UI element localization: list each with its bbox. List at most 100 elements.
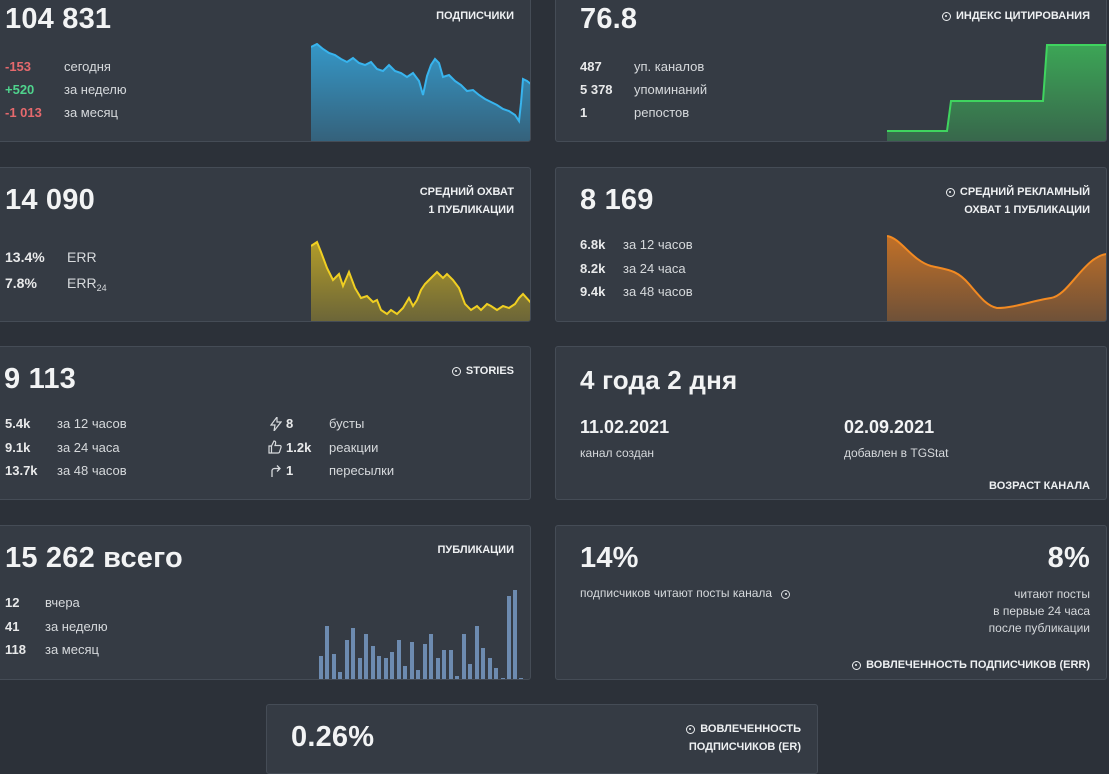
ad-reach-value: 8 169 [580, 184, 654, 216]
engagement-err-card[interactable]: 14% подписчиков читают посты канала 8% ч… [555, 525, 1107, 680]
created-date: 11.02.2021 [580, 417, 670, 437]
question-icon[interactable] [852, 661, 862, 670]
publications-total: 15 262 всего [5, 542, 183, 574]
ad-reach-title[interactable]: средний рекламный охват 1 публикации [945, 183, 1090, 219]
ad-reach-48h-label: за 48 часов [623, 284, 693, 299]
engagement-24h-percent: 8% [1047, 542, 1090, 574]
publications-bar-chart [319, 590, 523, 679]
publications-card[interactable]: 15 262 всего публикации 12 вчера 41 за н… [0, 525, 531, 680]
question-icon[interactable] [451, 367, 461, 376]
stories-24h-label: за 24 часа [57, 440, 120, 455]
publications-month-value: 118 [5, 642, 26, 657]
err-label: ERR [67, 249, 97, 265]
subscribers-sparkline [311, 43, 530, 141]
engagement-err-title-text: вовлеченность подписчиков (ERR) [866, 659, 1090, 671]
stories-boosts-label: бусты [329, 416, 365, 431]
stories-title-text: stories [465, 365, 514, 377]
citation-channels-label: уп. каналов [634, 59, 705, 74]
avg-reach-card[interactable]: 14 090 средний охват 1 публикации 13.4% … [0, 167, 531, 322]
question-icon[interactable] [781, 590, 791, 599]
stories-forwards-label: пересылки [329, 463, 395, 478]
lightning-icon [270, 417, 282, 431]
engagement-read-label-text: подписчиков читают посты канала [580, 586, 773, 600]
ad-reach-12h-value: 6.8k [580, 237, 606, 252]
publications-week-label: за неделю [45, 619, 108, 634]
publications-yesterday-value: 12 [5, 595, 20, 610]
stories-48h-value: 13.7k [5, 463, 38, 478]
stories-reactions-value: 1.2k [286, 440, 312, 455]
subscribers-title: подписчики [436, 10, 514, 22]
citation-sparkline [887, 44, 1106, 141]
err24-subscript: 24 [96, 283, 107, 293]
ad-reach-title-line2: охват 1 публикации [964, 204, 1090, 216]
stories-reactions-label: реакции [329, 440, 379, 455]
subscribers-month-label: за месяц [64, 105, 118, 120]
subscribers-card[interactable]: 104 831 подписчики -153 сегодня +520 за … [0, 0, 531, 142]
avg-reach-value: 14 090 [5, 184, 95, 216]
avg-reach-title: средний охват 1 публикации [420, 183, 514, 219]
citation-reposts-value: 1 [580, 105, 588, 120]
stories-card[interactable]: 9 113 stories 5.4k за 12 часов 9.1k за 2… [0, 346, 531, 500]
subscribers-count: 104 831 [5, 3, 112, 35]
stories-forwards-value: 1 [286, 463, 294, 478]
thumbs-up-icon [268, 440, 282, 454]
engagement-er-card[interactable]: 0.26% вовлеченность подписчиков (ER) [266, 704, 818, 774]
err-value: 13.4% [5, 249, 45, 265]
engagement-24h-label: читают посты в первые 24 часа после публ… [989, 586, 1090, 637]
ad-reach-12h-label: за 12 часов [623, 237, 693, 252]
citation-title-text: индекс цитирования [955, 10, 1090, 22]
avg-reach-title-line2: 1 публикации [428, 204, 514, 216]
citation-mentions-label: упоминаний [634, 82, 708, 97]
subscribers-week-label: за неделю [64, 82, 127, 97]
stories-12h-label: за 12 часов [57, 416, 127, 431]
publications-yesterday-label: вчера [45, 595, 80, 610]
added-date: 02.09.2021 [844, 417, 935, 437]
engagement-24h-line1: читают посты [1014, 587, 1090, 601]
engagement-24h-line3: после публикации [988, 621, 1090, 635]
ad-reach-24h-value: 8.2k [580, 261, 606, 276]
publications-week-value: 41 [5, 619, 20, 634]
err24-label-text: ERR [67, 275, 97, 291]
citation-title[interactable]: индекс цитирования [941, 7, 1090, 25]
question-icon[interactable] [945, 188, 955, 197]
engagement-er-title[interactable]: вовлеченность подписчиков (ER) [686, 720, 801, 756]
publications-month-label: за месяц [45, 642, 99, 657]
forward-arrow-icon [271, 465, 281, 477]
citation-index-value: 76.8 [580, 3, 638, 35]
question-icon[interactable] [686, 725, 696, 734]
avg-reach-sparkline [311, 240, 530, 321]
citation-reposts-label: репостов [634, 105, 690, 120]
ad-reach-title-line1: средний рекламный [959, 186, 1090, 198]
citation-card[interactable]: 76.8 индекс цитирования 487 уп. каналов … [555, 0, 1107, 142]
engagement-er-value: 0.26% [291, 721, 375, 753]
added-label: добавлен в TGStat [844, 446, 949, 460]
ad-reach-48h-value: 9.4k [580, 284, 606, 299]
subscribers-week-value: +520 [5, 82, 35, 97]
stories-24h-value: 9.1k [5, 440, 31, 455]
engagement-read-label: подписчиков читают посты канала [580, 586, 795, 600]
created-label: канал создан [580, 446, 655, 460]
engagement-er-title-line1: вовлеченность [700, 723, 801, 735]
stories-boosts-value: 8 [286, 416, 294, 431]
subscribers-today-value: -153 [5, 59, 32, 74]
err24-label: ERR24 [67, 275, 107, 293]
stories-48h-label: за 48 часов [57, 463, 127, 478]
citation-channels-value: 487 [580, 59, 602, 74]
engagement-24h-line2: в первые 24 часа [993, 604, 1090, 618]
ad-reach-24h-label: за 24 часа [623, 261, 686, 276]
err24-value: 7.8% [5, 275, 37, 291]
stories-value: 9 113 [4, 363, 76, 395]
engagement-err-title[interactable]: вовлеченность подписчиков (ERR) [852, 656, 1090, 674]
publications-title: публикации [437, 544, 514, 556]
channel-age-value: 4 года 2 дня [580, 365, 738, 395]
citation-mentions-value: 5 378 [580, 82, 613, 97]
stories-12h-value: 5.4k [5, 416, 31, 431]
stories-title[interactable]: stories [451, 362, 514, 380]
ad-reach-card[interactable]: 8 169 средний рекламный охват 1 публикац… [555, 167, 1107, 322]
ad-reach-sparkline [887, 235, 1106, 321]
question-icon[interactable] [941, 12, 951, 21]
channel-age-title: возраст канала [989, 480, 1090, 492]
channel-age-card[interactable]: 4 года 2 дня 11.02.2021 канал создан 02.… [555, 346, 1107, 500]
subscribers-month-value: -1 013 [5, 105, 42, 120]
avg-reach-title-line1: средний охват [419, 186, 514, 198]
